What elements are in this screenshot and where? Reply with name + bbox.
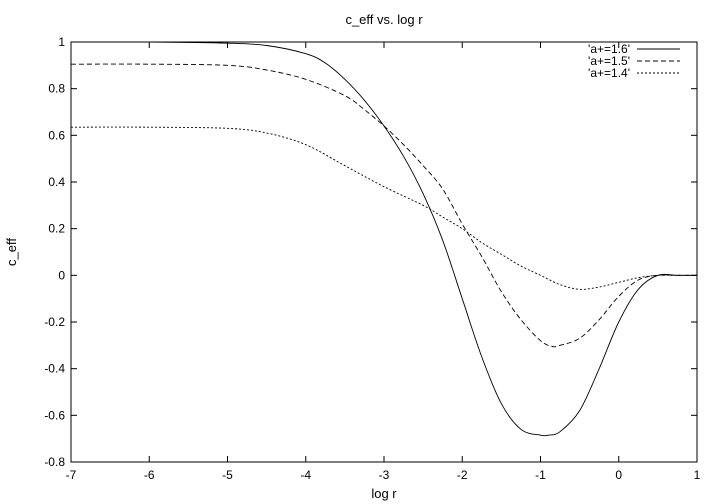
y-tick-label: 0.6: [48, 128, 65, 142]
x-tick-label: -1: [535, 468, 546, 482]
legend: 'a+=1.6''a+=1.5''a+=1.4': [588, 42, 680, 80]
x-axis-label: log r: [371, 486, 397, 501]
plot-frame: [70, 41, 698, 463]
legend-label-1: 'a+=1.6': [588, 42, 630, 56]
y-tick-label: 0.4: [48, 175, 65, 189]
x-tick-label: -3: [379, 468, 390, 482]
y-tick-label: 0: [58, 268, 65, 282]
y-tick-label: 0.2: [48, 222, 65, 236]
chart-title: c_eff vs. log r: [345, 12, 423, 27]
y-axis-label: c_eff: [4, 238, 19, 266]
y-tick-label: 1: [58, 35, 65, 49]
x-tick-label: -4: [300, 468, 311, 482]
series-layer: [70, 41, 697, 437]
series-line-2: [70, 63, 697, 348]
x-tick-label: 1: [694, 468, 701, 482]
series-line-1: [70, 41, 697, 437]
legend-label-2: 'a+=1.5': [588, 54, 630, 68]
y-tick-label: -0.4: [44, 362, 65, 376]
legend-label-3: 'a+=1.4': [588, 66, 630, 80]
ticks: -7 -6 -5 -4 -3 -2 -1 0 1 -0.8 -0.6 -0.4 -0.2 0 0.2 0.4 0…: [44, 35, 700, 482]
x-tick-label: -5: [222, 468, 233, 482]
y-tick-label: -0.6: [44, 408, 65, 422]
y-tick-label: -0.2: [44, 315, 65, 329]
y-tick-label: 0.8: [48, 82, 65, 96]
x-tick-label: -6: [144, 468, 155, 482]
x-tick-label: -2: [457, 468, 468, 482]
series-line-3: [70, 126, 697, 290]
x-tick-label: 0: [615, 468, 622, 482]
x-tick-label: -7: [66, 468, 77, 482]
y-tick-label: -0.8: [44, 455, 65, 469]
